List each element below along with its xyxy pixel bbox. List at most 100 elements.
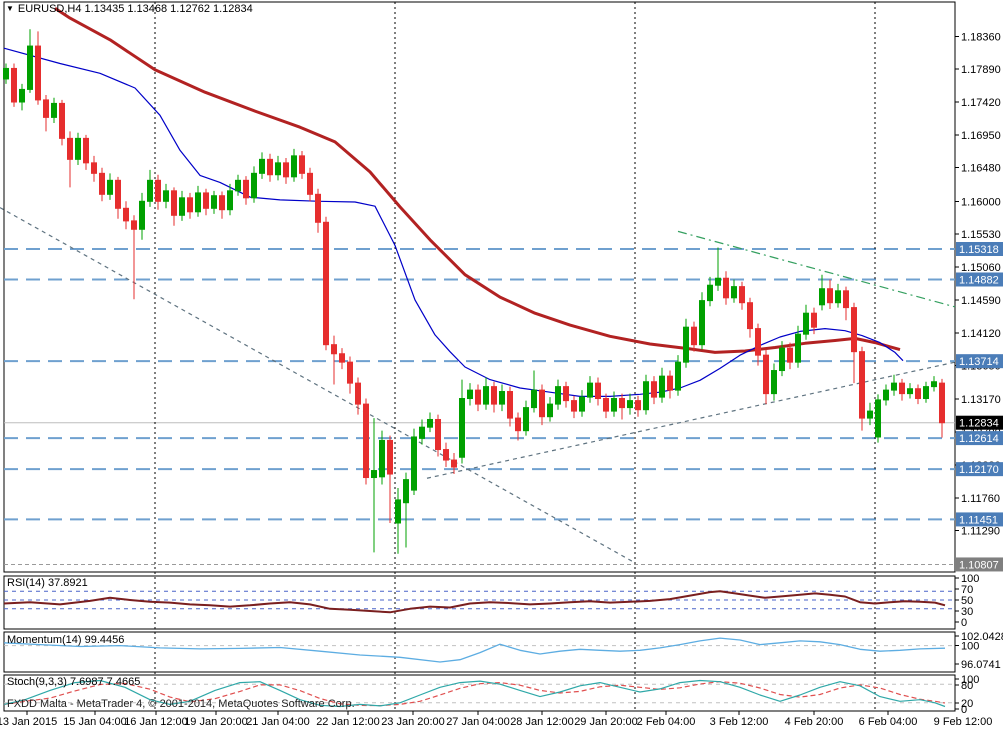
candle [563,386,569,402]
candle [659,375,665,398]
candle [763,354,769,395]
price-level-badge [956,354,1003,369]
price-level-badge [956,557,1003,572]
candle [371,470,377,479]
candle [251,172,257,199]
candle [459,398,465,458]
momentum-scale-label: 96.0741 [961,659,1001,671]
candle [499,391,505,405]
candle [403,479,409,504]
price-grid-label: 1.16000 [961,196,1001,208]
candle [635,400,641,411]
candle [203,192,209,209]
momentum-indicator-label: Momentum(14) 99.4456 [7,634,125,646]
price-badge-label: 1.15318 [959,244,999,256]
candle [699,300,705,346]
candle [891,382,897,391]
candle [875,399,881,438]
time-axis-label: 23 Jan 20:00 [381,716,445,728]
stoch-signal-line [3,680,946,707]
candle [11,67,17,103]
candle [211,195,217,209]
candle [739,286,745,304]
candle [715,277,721,286]
candle [411,436,417,491]
candle [195,192,201,213]
candle [755,328,761,356]
stoch-panel-border [3,674,956,712]
time-axis-label: 6 Feb 04:00 [859,716,918,728]
candle [379,439,385,478]
price-badge-label: 1.10807 [959,559,999,571]
candle [283,162,289,178]
candle [451,459,457,468]
candle [507,391,513,419]
candle [627,400,633,409]
stoch-scale-label: 0 [961,704,967,716]
momentum-scale-label: 102.0428 [961,631,1003,643]
candle [171,190,177,216]
price-grid-label: 1.11760 [961,493,1000,505]
candle [779,347,785,372]
time-axis-label: 4 Feb 20:00 [785,716,844,728]
rsi-scale-label: 100 [961,573,979,585]
candle [747,302,753,330]
momentum-scale-label: 100 [961,641,979,653]
candle [107,179,113,195]
stoch-scale-label: 20 [961,698,973,710]
candles-layer [3,29,945,554]
candle [531,389,537,409]
candle [691,326,697,346]
trendline-ascending-gray[interactable] [426,361,956,479]
candle [931,381,937,388]
candle [907,388,913,395]
rsi-scale-label: 30 [961,606,973,618]
candle [123,207,129,222]
candle [731,286,737,299]
price-grid-label: 1.15530 [961,229,1001,241]
candle [611,398,617,412]
candle [179,197,185,216]
candle [227,190,233,211]
ma-slow-red-line [54,7,901,354]
candle [91,162,97,174]
candle [259,158,265,174]
candle [299,155,305,174]
price-badge-label: 1.12834 [959,418,999,430]
stoch-indicator-label: Stoch(9,3,3) 7.6987 7.4665 [7,676,141,688]
candle [331,344,337,355]
candle [707,284,713,302]
candle [307,172,313,195]
candle [555,386,561,405]
price-level-badge [956,415,1003,430]
candle [491,386,497,405]
stoch-scale-label: 100 [961,674,979,686]
candle [387,439,393,475]
candle [67,137,73,160]
price-badge-label: 1.11451 [959,514,998,526]
stoch-main-line [3,679,946,708]
price-grid-label: 1.16950 [961,130,1001,142]
trendline-descending-green[interactable] [677,230,956,308]
time-axis-label: 16 Jan 12:00 [124,716,188,728]
terminal-footer-credit: FXDD Malta - MetaTrader 4, © 2001-2014, … [7,698,355,710]
candle [467,389,473,400]
candle [515,417,521,432]
time-axis-label: 13 Jan 2015 [0,716,57,728]
candle [435,418,441,451]
candle [683,326,689,363]
candle [619,398,625,409]
candle [835,290,841,304]
time-axis-label: 27 Jan 04:00 [446,716,510,728]
price-badge-label: 1.14882 [959,274,999,286]
candle [355,382,361,405]
candle [923,386,929,400]
trendline-descending-gray[interactable] [0,207,636,564]
main-panel-border [3,1,956,573]
candle [915,388,921,400]
price-grid-label: 1.16480 [961,163,1001,175]
candle [35,45,41,101]
candle [147,179,153,202]
